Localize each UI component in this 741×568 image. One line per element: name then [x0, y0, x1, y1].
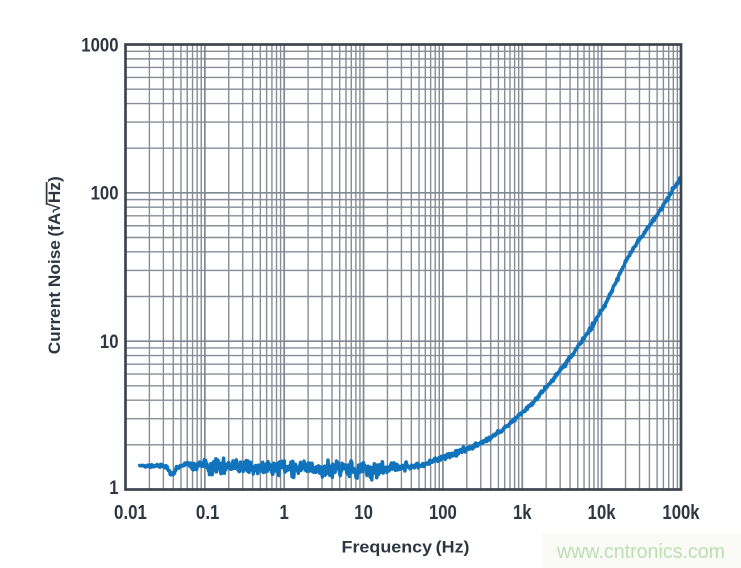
svg-text:0.01: 0.01	[114, 501, 147, 524]
svg-text:100: 100	[91, 184, 119, 205]
svg-text:0.1: 0.1	[196, 501, 220, 524]
svg-text:1k: 1k	[513, 501, 532, 524]
svg-text:10: 10	[100, 332, 119, 353]
svg-text:1000: 1000	[81, 35, 118, 56]
svg-text:10k: 10k	[588, 501, 616, 524]
svg-text:100: 100	[429, 501, 457, 524]
svg-text:10: 10	[354, 501, 373, 524]
svg-text:1: 1	[280, 501, 289, 524]
svg-text:www.cntronics.com: www.cntronics.com	[556, 540, 725, 563]
svg-text:Current Noise (fA√Hz): Current Noise (fA√Hz)	[46, 176, 64, 354]
svg-text:100k: 100k	[662, 501, 700, 524]
svg-text:1: 1	[109, 478, 119, 499]
svg-text:Frequency (Hz): Frequency (Hz)	[342, 539, 470, 557]
